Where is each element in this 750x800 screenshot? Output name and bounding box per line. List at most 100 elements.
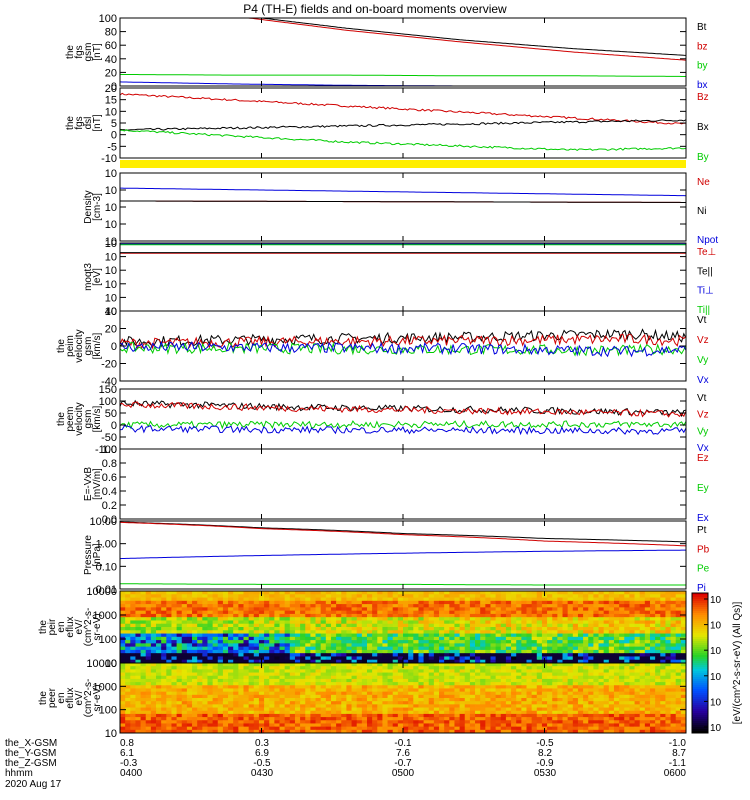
y-axis-label: gsm <box>83 337 94 356</box>
spectrogram-cell <box>217 597 224 602</box>
spectrogram-cell <box>423 607 430 612</box>
spectrogram-cell <box>649 636 656 641</box>
spectrogram-cell <box>629 691 635 696</box>
spectrogram-cell <box>675 659 682 664</box>
spectrogram-cell <box>480 636 486 641</box>
spectrogram-cell <box>433 617 440 621</box>
spectrogram-cell <box>444 713 450 718</box>
spectrogram-cell <box>624 646 630 651</box>
spectrogram-cell <box>192 688 198 693</box>
spectrogram-cell <box>120 726 126 731</box>
spectrogram-cell <box>459 698 466 702</box>
spectrogram-cell <box>387 688 394 693</box>
spectrogram-cell <box>680 656 687 661</box>
spectrogram-cell <box>521 623 527 628</box>
spectrogram-cell <box>603 610 610 615</box>
spectrogram-cell <box>403 600 409 605</box>
spectrogram-cell <box>366 633 373 638</box>
y-axis-label: eV/ <box>74 619 85 634</box>
spectrogram-cell <box>449 620 455 625</box>
spectrogram-cell <box>439 627 445 631</box>
spectrogram-cell <box>325 685 332 689</box>
spectrogram-cell <box>680 704 687 708</box>
spectrogram-cell <box>516 643 522 648</box>
spectrogram-cell <box>392 666 399 670</box>
spectrogram-cell <box>176 685 183 689</box>
spectrogram-cell <box>120 666 126 670</box>
spectrogram-cell <box>233 646 239 651</box>
spectrogram-cell <box>562 707 569 712</box>
spectrogram-cell <box>233 688 239 693</box>
spectrogram-cell <box>156 710 162 715</box>
spectrogram-cell <box>176 707 183 712</box>
spectrogram-cell <box>150 710 157 715</box>
spectrogram-cell <box>382 701 388 705</box>
spectrogram-cell <box>330 694 337 699</box>
spectrogram-cell <box>629 656 635 661</box>
spectrogram-cell <box>536 653 543 657</box>
spectrogram-cell <box>140 701 147 705</box>
spectrogram-cell <box>279 597 286 602</box>
spectrogram-cell <box>603 707 610 712</box>
spectrogram-cell <box>480 597 486 602</box>
spectrogram-cell <box>675 720 682 724</box>
spectrogram-cell <box>217 669 224 673</box>
spectrogram-cell <box>449 617 455 621</box>
spectrogram-cell <box>222 653 229 657</box>
spectrogram-cell <box>135 604 141 608</box>
spectrogram-cell <box>649 682 656 686</box>
spectrogram-cell <box>192 594 198 598</box>
spectrogram-cell <box>351 636 358 641</box>
spectrogram-cell <box>680 617 687 621</box>
spectrogram-cell <box>176 627 183 631</box>
spectrogram-cell <box>433 659 440 664</box>
spectrogram-cell <box>649 623 656 628</box>
spectrogram-cell <box>197 713 203 718</box>
spectrogram-cell <box>243 710 250 715</box>
spectrogram-cell <box>171 713 177 718</box>
spectrogram-cell <box>228 623 234 628</box>
spectrogram-cell <box>150 659 157 664</box>
spectrogram-cell <box>207 726 214 731</box>
spectrogram-cell <box>433 643 440 648</box>
spectrogram-cell <box>222 682 229 686</box>
spectrogram-cell <box>567 691 574 696</box>
spectrogram-cell <box>253 694 260 699</box>
spectrogram-cell <box>454 659 460 664</box>
spectrogram-cell <box>552 713 558 718</box>
spectrogram-cell <box>552 607 558 612</box>
spectrogram-cell <box>135 659 141 664</box>
spectrogram-cell <box>253 623 260 628</box>
spectrogram-cell <box>475 672 481 677</box>
spectrogram-cell <box>480 691 486 696</box>
spectrogram-cell <box>176 607 183 612</box>
spectrogram-cell <box>433 688 440 693</box>
spectrogram-cell <box>207 675 214 680</box>
spectrogram-cell <box>408 710 414 715</box>
spectrogram-cell <box>274 594 280 598</box>
spectrogram-cell <box>624 669 630 673</box>
spectrogram-cell <box>366 666 373 670</box>
spectrogram-cell <box>649 617 656 621</box>
spectrogram-cell <box>613 663 620 667</box>
spectrogram-cell <box>469 600 476 605</box>
spectrogram-cell <box>433 636 440 641</box>
spectrogram-cell <box>608 713 615 718</box>
spectrogram-cell <box>619 630 625 634</box>
spectrogram-cell <box>562 666 569 670</box>
spectrogram-cell <box>320 591 327 595</box>
spectrogram-cell <box>613 659 620 664</box>
spectrogram-cell <box>305 594 311 598</box>
spectrogram-cell <box>305 666 311 670</box>
spectrogram-cell <box>608 594 615 598</box>
spectrogram-cell <box>192 633 198 638</box>
spectrogram-cell <box>279 633 286 638</box>
spectrogram-cell <box>644 710 651 715</box>
spectrogram-cell <box>222 630 229 634</box>
spectrogram-cell <box>166 607 172 612</box>
spectrogram-cell <box>665 620 671 625</box>
spectrogram-cell <box>624 617 630 621</box>
spectrogram-cell <box>351 694 358 699</box>
spectrogram-cell <box>397 723 404 728</box>
spectrogram-cell <box>320 604 327 608</box>
